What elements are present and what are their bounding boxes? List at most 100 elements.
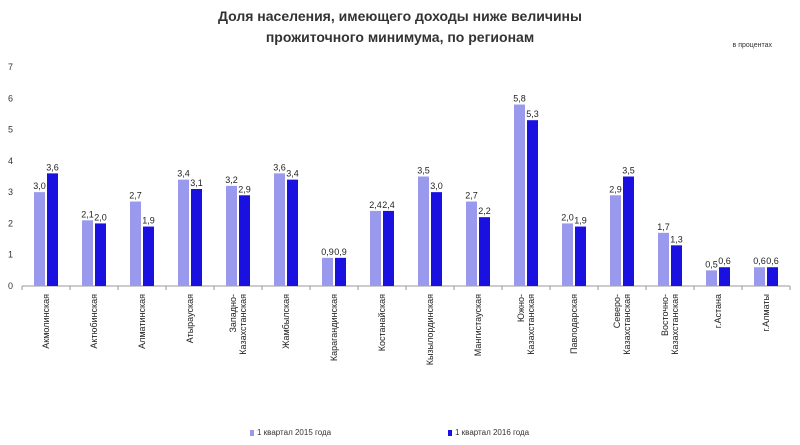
bar-2015-11 bbox=[562, 223, 573, 286]
data-label-2015: 1,7 bbox=[657, 222, 670, 232]
bar-2015-0 bbox=[34, 192, 45, 286]
bar-2016-1 bbox=[95, 223, 106, 286]
data-label-2016: 2,0 bbox=[94, 212, 107, 222]
bar-2016-5 bbox=[287, 179, 298, 286]
data-label-2015: 2,4 bbox=[369, 200, 382, 210]
category-label: Кызылординская bbox=[425, 294, 435, 365]
data-label-2015: 3,6 bbox=[273, 162, 286, 172]
bar-2015-12 bbox=[610, 195, 621, 286]
y-tick-label: 2 bbox=[8, 218, 13, 228]
legend-label-2015: 1 квартал 2015 года bbox=[257, 428, 332, 437]
unit-label: в процентах bbox=[732, 42, 772, 49]
data-label-2015: 2,0 bbox=[561, 212, 574, 222]
category-label: Акмолинская bbox=[41, 294, 51, 349]
bar-2016-13 bbox=[671, 245, 682, 286]
chart-title-line-2: прожиточного минимума, по регионам bbox=[265, 29, 535, 45]
bar-2016-12 bbox=[623, 176, 634, 286]
bar-2015-4 bbox=[226, 185, 237, 286]
category-label: Южно- bbox=[516, 294, 526, 322]
y-tick-label: 0 bbox=[8, 281, 13, 291]
bar-2016-14 bbox=[719, 267, 730, 286]
bar-2015-3 bbox=[178, 179, 189, 286]
category-label: Павлодарская bbox=[569, 294, 579, 354]
bar-2015-10 bbox=[514, 104, 525, 287]
bar-2016-3 bbox=[191, 189, 202, 286]
y-tick-label: 1 bbox=[8, 250, 13, 260]
data-label-2015: 2,9 bbox=[609, 184, 622, 194]
data-label-2016: 1,9 bbox=[574, 216, 587, 226]
data-label-2015: 5,8 bbox=[513, 94, 526, 104]
legend-swatch-2015 bbox=[250, 429, 254, 436]
category-label: Казахстанская bbox=[622, 294, 632, 355]
y-tick-label: 6 bbox=[8, 93, 13, 103]
data-label-2016: 3,6 bbox=[46, 162, 59, 172]
category-label: г.Алматы bbox=[761, 294, 771, 332]
category-label: Восточно- bbox=[660, 294, 670, 336]
chart-title-line-1: Доля населения, имеющего доходы ниже вел… bbox=[218, 8, 582, 24]
data-label-2016: 3,4 bbox=[286, 169, 299, 179]
data-label-2015: 3,2 bbox=[225, 175, 238, 185]
data-label-2016: 5,3 bbox=[526, 109, 539, 119]
data-label-2016: 2,2 bbox=[478, 206, 491, 216]
bar-2015-2 bbox=[130, 201, 141, 286]
bar-2016-15 bbox=[767, 267, 778, 286]
bar-2015-6 bbox=[322, 257, 333, 286]
y-tick-label: 3 bbox=[8, 187, 13, 197]
data-label-2015: 0,9 bbox=[321, 247, 334, 257]
legend-item-2016: 1 квартал 2016 года bbox=[448, 428, 529, 437]
category-label: г.Астана bbox=[713, 294, 723, 328]
data-label-2016: 1,3 bbox=[670, 234, 683, 244]
data-label-2015: 3,4 bbox=[177, 169, 190, 179]
legend-label-2016: 1 квартал 2016 года bbox=[455, 428, 530, 437]
bar-2016-4 bbox=[239, 195, 250, 286]
category-label: Казахстанская bbox=[238, 294, 248, 355]
bar-2015-5 bbox=[274, 173, 285, 286]
bar-2016-10 bbox=[527, 120, 538, 286]
y-tick-label: 7 bbox=[8, 62, 13, 72]
data-label-2015: 2,1 bbox=[81, 209, 94, 219]
data-label-2015: 2,7 bbox=[129, 191, 142, 201]
data-label-2016: 3,5 bbox=[622, 166, 635, 176]
category-label: Казахстанская bbox=[670, 294, 680, 355]
category-label: Западно- bbox=[228, 294, 238, 333]
category-label: Атырауская bbox=[185, 294, 195, 343]
bar-2016-6 bbox=[335, 257, 346, 286]
data-label-2016: 0,6 bbox=[766, 256, 779, 266]
data-label-2016: 0,6 bbox=[718, 256, 731, 266]
data-label-2015: 3,5 bbox=[417, 166, 430, 176]
legend-item-2015: 1 квартал 2015 года bbox=[250, 428, 331, 437]
category-label: Жамбылская bbox=[281, 294, 291, 349]
bar-2016-0 bbox=[47, 173, 58, 286]
category-label: Актюбинская bbox=[89, 294, 99, 349]
data-label-2016: 0,9 bbox=[334, 247, 347, 257]
data-label-2015: 0,5 bbox=[705, 259, 718, 269]
bar-2015-8 bbox=[418, 176, 429, 286]
category-label: Мангистауская bbox=[473, 294, 483, 356]
category-label: Северо- bbox=[612, 294, 622, 328]
bar-2016-2 bbox=[143, 226, 154, 286]
bar-2015-13 bbox=[658, 232, 669, 286]
data-label-2016: 3,1 bbox=[190, 178, 203, 188]
y-tick-label: 4 bbox=[8, 156, 13, 166]
bar-2015-15 bbox=[754, 267, 765, 286]
bar-2015-14 bbox=[706, 270, 717, 286]
category-label: Карагандинская bbox=[329, 294, 339, 361]
bar-2015-1 bbox=[82, 220, 93, 286]
bar-2016-11 bbox=[575, 226, 586, 286]
bar-2015-7 bbox=[370, 210, 381, 286]
category-label: Казахстанская bbox=[526, 294, 536, 355]
chart-title: Доля населения, имеющего доходы ниже вел… bbox=[0, 6, 800, 48]
data-label-2015: 3,0 bbox=[33, 181, 46, 191]
data-label-2015: 0,6 bbox=[753, 256, 766, 266]
category-label: Костанайская bbox=[377, 294, 387, 351]
data-label-2016: 2,4 bbox=[382, 200, 395, 210]
bar-2016-9 bbox=[479, 217, 490, 286]
legend-swatch-2016 bbox=[448, 429, 452, 436]
y-tick-label: 5 bbox=[8, 125, 13, 135]
data-label-2016: 2,9 bbox=[238, 184, 251, 194]
bar-2015-9 bbox=[466, 201, 477, 286]
data-label-2016: 1,9 bbox=[142, 216, 155, 226]
category-label: Алматинская bbox=[137, 294, 147, 349]
bar-2016-7 bbox=[383, 210, 394, 286]
